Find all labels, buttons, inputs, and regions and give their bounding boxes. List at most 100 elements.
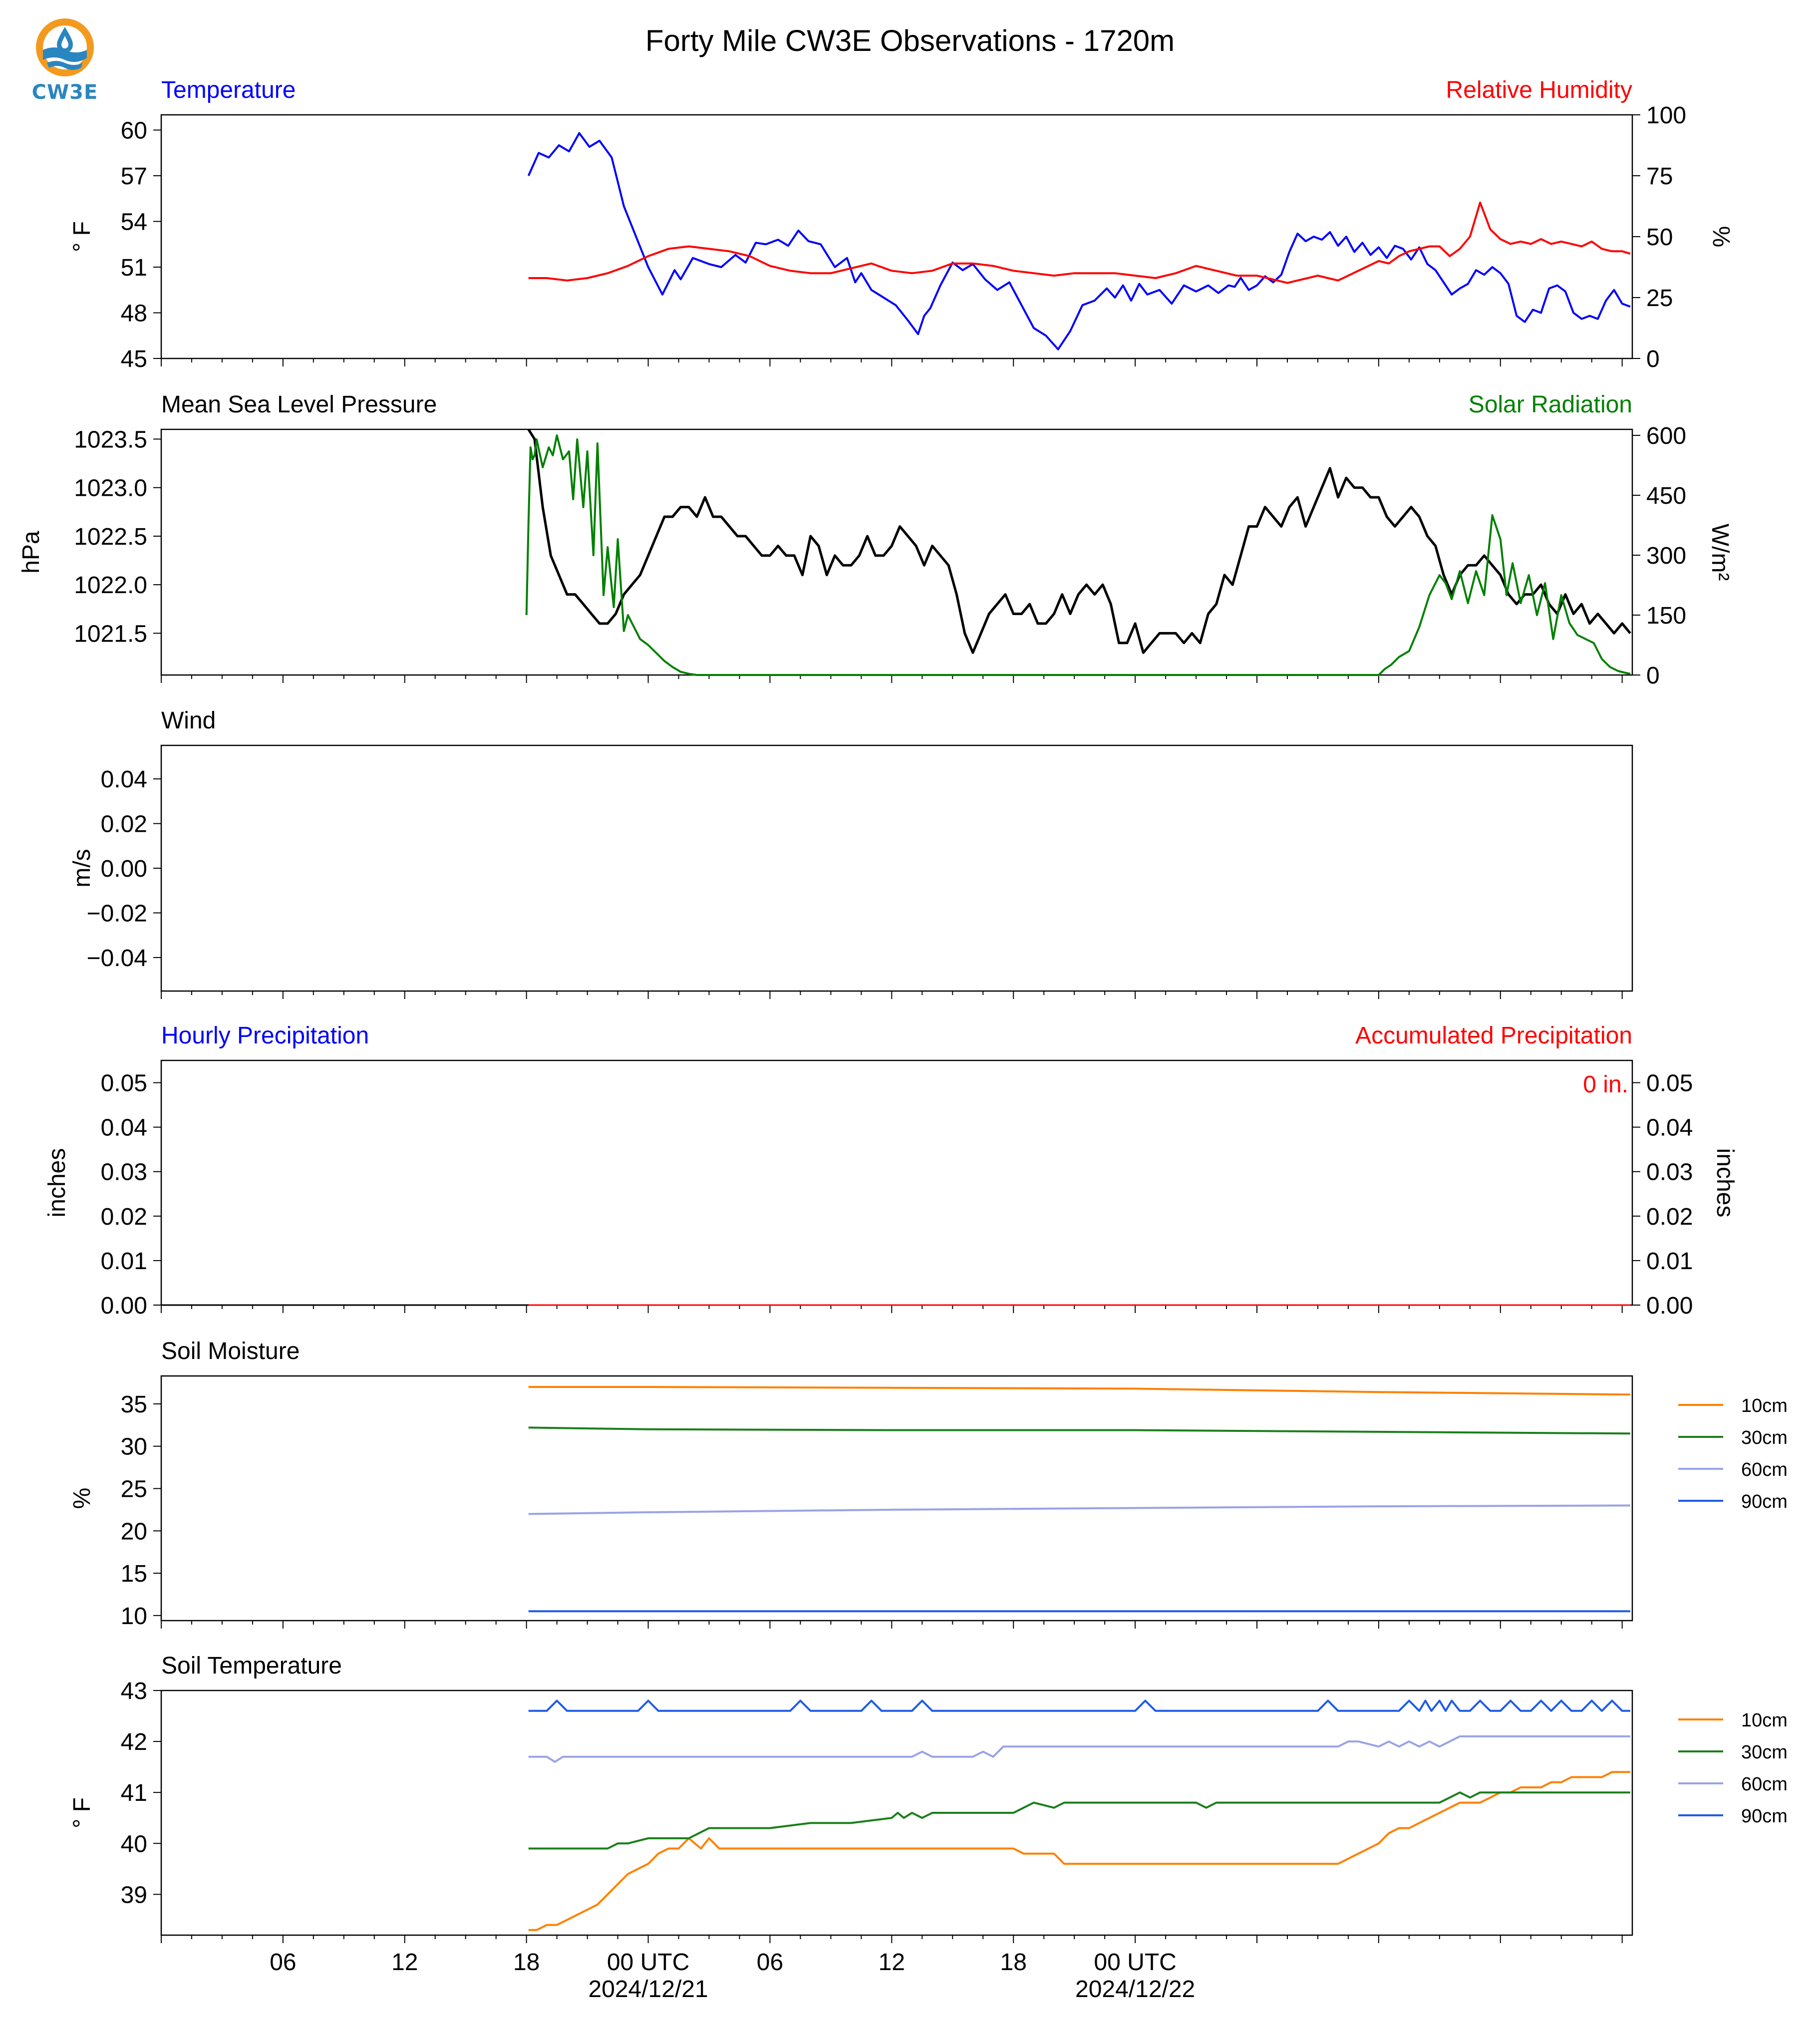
x-date-label: 2024/12/22 [1075,1976,1195,2003]
y-tick-label: 1023.5 [74,426,147,453]
panel-title-right: Relative Humidity [1446,77,1632,103]
panel-soil-moisture: Soil Moisture 10 15 20 25 30 35% 10cm 30cm 60cm 90… [69,1338,1788,1630]
panel-title-right: Accumulated Precipitation [1355,1022,1632,1049]
y-right-tick-label: 0.03 [1646,1159,1693,1186]
legend-label: 10cm [1741,1710,1788,1731]
panel-wind: Wind −0.04 −0.02 0.00 0.02 0.04 m/s [69,707,1633,999]
legend-label: 30cm [1741,1742,1788,1763]
y-tick-label: 25 [121,1476,147,1503]
y-tick-label: 43 [121,1678,147,1704]
panel-title-right: Solar Radiation [1469,391,1632,418]
x-tick-label: 06 [757,1949,783,1976]
series-line-relative-humidity [528,201,1631,284]
legend-label: 90cm [1741,1806,1788,1827]
cw3e-logo: CW3E [25,15,105,110]
x-tick-label: 18 [513,1949,540,1976]
y-right-tick-label: 150 [1646,603,1686,629]
y-axis-label: m/s [69,849,95,887]
x-tick-label: 18 [1000,1949,1027,1976]
y-tick-label: 54 [121,209,147,236]
y-right-tick-label: 0.05 [1646,1070,1693,1097]
legend-label: 60cm [1741,1774,1788,1795]
series-line-temperature [527,132,1631,350]
y-tick-label: 57 [121,163,147,190]
y-tick-label: 0.02 [101,811,147,838]
legend-label: 60cm [1741,1459,1788,1480]
y-tick-label: 0.03 [101,1159,147,1186]
y-right-tick-label: 600 [1646,423,1686,449]
panel-title-left: Soil Moisture [161,1338,300,1364]
x-date-label: 2024/12/21 [588,1976,708,2003]
y-right-tick-label: 0 [1646,663,1660,689]
legend-label: 30cm [1741,1427,1788,1448]
y-tick-label: 15 [121,1561,147,1587]
plot-frame [160,1375,1633,1622]
y-tick-label: 0.05 [101,1070,147,1097]
y-right-axis-label: % [1708,226,1734,248]
y-right-tick-label: 0.01 [1646,1248,1693,1275]
panel-precipitation: Hourly Precipitation Accumulated Precipit… [44,1022,1738,1319]
y-tick-label: 0.02 [101,1204,147,1230]
logo-text: CW3E [31,81,98,104]
series-line-60cm [528,1735,1630,1763]
y-tick-label: 1021.5 [74,621,147,647]
series-line-10cm [528,1386,1630,1396]
y-tick-label: 20 [121,1518,147,1545]
y-tick-label: 0.04 [101,766,147,793]
y-tick-label: 1022.5 [74,524,147,550]
y-tick-label: −0.02 [87,900,147,927]
plot-frame [160,744,1633,992]
panel-soil-temperature: Soil Temperature 39 40 41 42 43 ° F 10cm 30cm 60c… [69,1653,1788,1943]
plot-frame [160,428,1633,676]
plot-frame [160,114,1633,359]
y-axis-label: % [69,1488,95,1509]
y-tick-label: 48 [121,301,147,327]
y-axis-label: ° F [69,1797,95,1828]
y-tick-label: 0.00 [101,856,147,882]
plot-frame [160,1059,1633,1306]
y-tick-label: 1023.0 [74,475,147,502]
y-right-tick-label: 300 [1646,543,1686,569]
y-tick-label: 39 [121,1882,147,1908]
x-tick-label: 12 [391,1949,418,1976]
y-right-tick-label: 450 [1646,483,1686,509]
y-tick-label: 41 [121,1780,147,1806]
y-tick-label: 45 [121,346,147,372]
y-tick-label: 40 [121,1831,147,1857]
y-right-tick-label: 50 [1646,224,1673,251]
y-right-tick-label: 75 [1646,163,1673,190]
series-line-30cm [528,1426,1630,1435]
accumulated-total-label: 0 in. [1583,1071,1628,1098]
series-line-30cm [528,1791,1630,1850]
x-tick-label: 00 UTC [607,1949,689,1976]
y-tick-label: 0.00 [101,1293,147,1319]
series-line-mean-sea-level-pressure [527,428,1631,654]
series-line-10cm [528,1771,1630,1931]
cw3e-water-drop-logo-icon [36,18,94,76]
x-tick-label: 06 [270,1949,296,1976]
y-tick-label: 10 [121,1603,147,1630]
y-axis-label: inches [44,1148,70,1218]
legend-label: 90cm [1741,1491,1788,1512]
series-line-solar-radiation [525,434,1631,676]
panel-temperature-humidity: Temperature Relative Humidity 45 48 51 54 57 60… [69,77,1734,372]
y-tick-label: 1022.0 [74,572,147,599]
panel-title-left: Wind [161,707,216,734]
panel-title-left: Soil Temperature [161,1653,342,1679]
y-tick-label: 60 [121,118,147,144]
y-tick-label: 35 [121,1391,147,1418]
page-title: Forty Mile CW3E Observations - 1720m [645,24,1175,57]
y-axis-label: ° F [69,221,95,252]
y-tick-label: 42 [121,1729,147,1755]
y-right-tick-label: 25 [1646,285,1673,312]
y-tick-label: 51 [121,255,147,281]
y-right-tick-label: 100 [1646,102,1686,129]
y-right-tick-label: 0.00 [1646,1293,1693,1319]
plot-frame [160,1690,1633,1936]
y-axis-label: hPa [18,531,44,574]
panel-title-left: Hourly Precipitation [161,1022,369,1049]
y-right-tick-label: 0.02 [1646,1204,1693,1230]
panel-title-left: Mean Sea Level Pressure [161,391,437,418]
